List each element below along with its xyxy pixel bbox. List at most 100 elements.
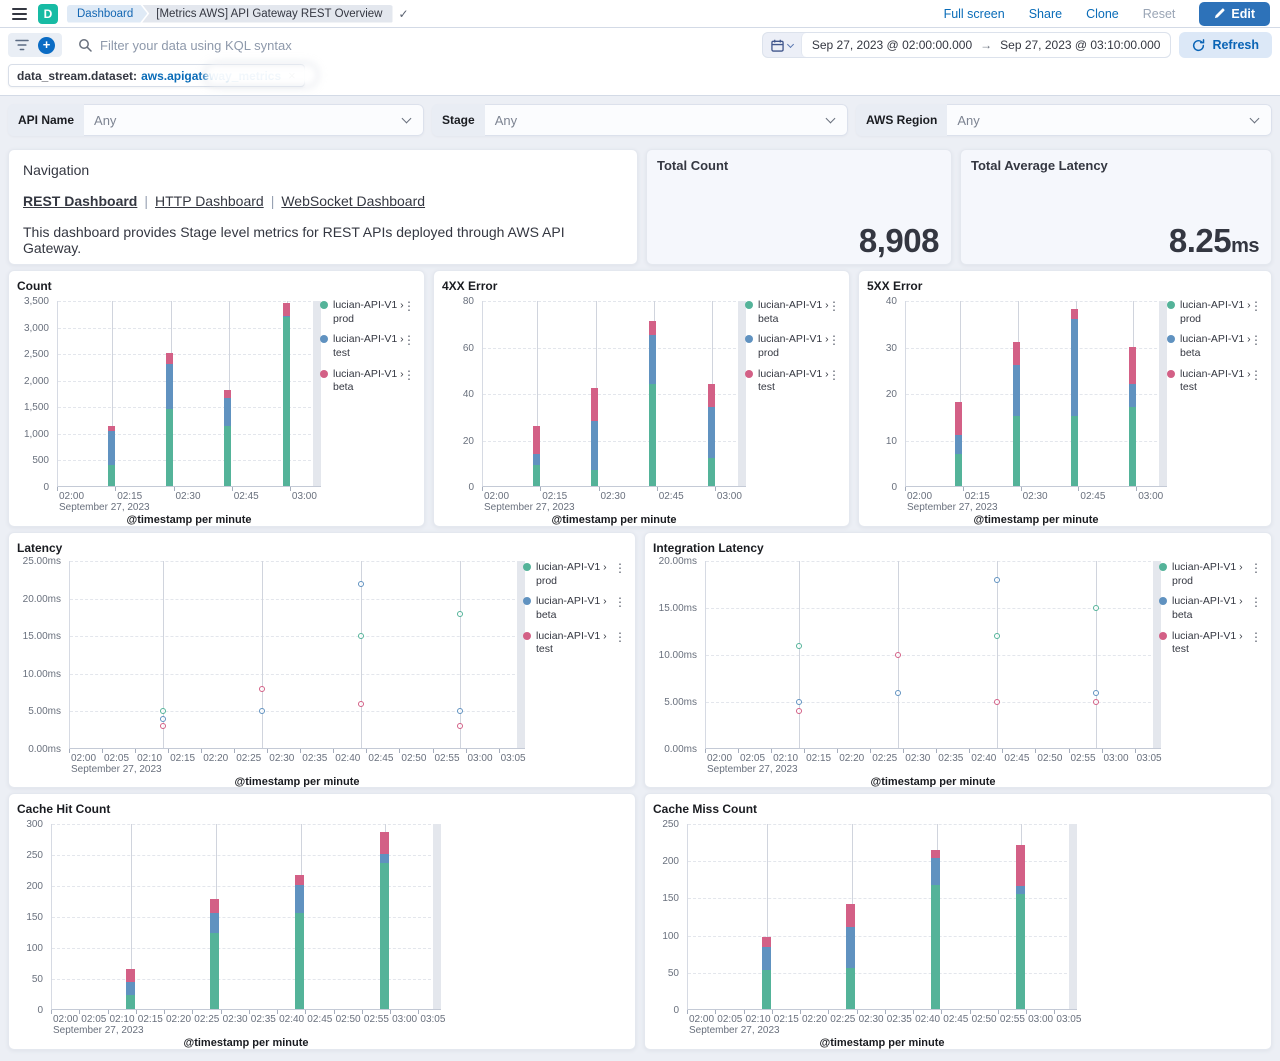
legend-item[interactable]: lucian-API-V1 › prod ⋮ (1159, 561, 1263, 588)
bar-segment[interactable] (295, 875, 305, 885)
scatter-point[interactable] (456, 708, 463, 715)
bar-segment[interactable] (1013, 416, 1021, 486)
bar-segment[interactable] (846, 904, 856, 928)
bar-segment[interactable] (532, 425, 540, 454)
scatter-point[interactable] (993, 576, 1000, 583)
bar-segment[interactable] (107, 464, 115, 486)
scatter-point[interactable] (993, 699, 1000, 705)
bar-segment[interactable] (591, 388, 599, 421)
bar-segment[interactable] (846, 968, 856, 1009)
bar-segment[interactable] (649, 334, 657, 384)
bar-segment[interactable] (591, 420, 599, 470)
legend-menu-icon[interactable]: ⋮ (614, 561, 626, 575)
bar-segment[interactable] (955, 453, 963, 486)
bar-segment[interactable] (125, 982, 135, 996)
deployment-avatar[interactable]: D (38, 3, 58, 24)
menu-icon[interactable] (10, 6, 29, 22)
bar-segment[interactable] (210, 899, 220, 913)
legend-item[interactable]: lucian-API-V1 › test ⋮ (745, 368, 841, 395)
bar-segment[interactable] (649, 321, 657, 335)
legend-menu-icon[interactable]: ⋮ (1250, 333, 1262, 348)
breadcrumb-dashboard[interactable]: Dashboard (67, 5, 147, 23)
legend-item[interactable]: lucian-API-V1 › test ⋮ (1159, 630, 1263, 657)
legend-menu-icon[interactable]: ⋮ (1250, 629, 1262, 644)
control-stage[interactable]: Stage Any (432, 104, 848, 136)
scatter-point[interactable] (258, 685, 265, 692)
kql-search-input[interactable] (100, 37, 746, 53)
bar-segment[interactable] (591, 469, 599, 486)
legend-menu-icon[interactable]: ⋮ (1250, 595, 1262, 610)
control-api-name[interactable]: API Name Any (8, 104, 424, 136)
legend-menu-icon[interactable]: ⋮ (828, 333, 840, 348)
bar-segment[interactable] (295, 885, 305, 913)
legend-item[interactable]: lucian-API-V1 › beta ⋮ (320, 368, 416, 395)
legend-menu-icon[interactable]: ⋮ (614, 595, 626, 610)
bar-segment[interactable] (210, 912, 220, 934)
bar-segment[interactable] (380, 854, 389, 863)
date-to[interactable]: Sep 27, 2023 @ 03:10:00.000 (1000, 38, 1161, 52)
bar-segment[interactable] (107, 426, 115, 432)
websocket-dashboard-link[interactable]: WebSocket Dashboard (281, 193, 426, 209)
legend-menu-icon[interactable]: ⋮ (403, 299, 415, 313)
legend-menu-icon[interactable]: ⋮ (1250, 367, 1262, 382)
legend-menu-icon[interactable]: ⋮ (1250, 299, 1262, 313)
calendar-button[interactable] (763, 33, 801, 57)
scatter-point[interactable] (894, 689, 901, 696)
bar-segment[interactable] (224, 398, 232, 426)
bar-segment[interactable] (707, 383, 715, 407)
bar-segment[interactable] (1128, 407, 1136, 486)
date-from[interactable]: Sep 27, 2023 @ 02:00:00.000 (811, 38, 973, 52)
scatter-point[interactable] (258, 708, 265, 715)
share-link[interactable]: Share (1028, 6, 1063, 21)
bar-segment[interactable] (761, 936, 771, 948)
bar-segment[interactable] (761, 970, 771, 1009)
bar-segment[interactable] (1013, 341, 1021, 366)
bar-segment[interactable] (1016, 893, 1025, 1009)
scatter-point[interactable] (795, 699, 802, 705)
edit-button[interactable]: Edit (1199, 1, 1270, 26)
bar-segment[interactable] (846, 927, 856, 969)
bar-segment[interactable] (931, 884, 941, 1009)
scatter-point[interactable] (357, 700, 364, 707)
bar-segment[interactable] (761, 947, 771, 971)
scatter-point[interactable] (357, 580, 364, 587)
bar-segment[interactable] (1128, 346, 1136, 384)
bar-segment[interactable] (210, 933, 220, 1009)
legend-menu-icon[interactable]: ⋮ (614, 629, 626, 644)
add-filter-icon[interactable]: + (38, 36, 55, 54)
legend-menu-icon[interactable]: ⋮ (403, 367, 415, 382)
bar-segment[interactable] (532, 465, 540, 486)
scatter-point[interactable] (1092, 699, 1099, 705)
bar-segment[interactable] (955, 402, 963, 435)
full-screen-link[interactable]: Full screen (943, 6, 1005, 21)
legend-item[interactable]: lucian-API-V1 › beta ⋮ (745, 299, 841, 326)
bar-segment[interactable] (707, 458, 715, 486)
scatter-point[interactable] (456, 610, 463, 617)
bar-segment[interactable] (1016, 845, 1025, 887)
bar-segment[interactable] (166, 363, 174, 409)
legend-item[interactable]: lucian-API-V1 › beta ⋮ (523, 595, 627, 622)
bar-segment[interactable] (224, 390, 232, 399)
bar-segment[interactable] (1071, 416, 1078, 486)
bar-segment[interactable] (1128, 383, 1136, 407)
legend-item[interactable]: lucian-API-V1 › beta ⋮ (1167, 333, 1263, 360)
scatter-point[interactable] (159, 708, 166, 715)
legend-item[interactable]: lucian-API-V1 › test ⋮ (320, 333, 416, 360)
bar-segment[interactable] (282, 302, 290, 316)
bar-segment[interactable] (649, 383, 657, 486)
scatter-point[interactable] (159, 715, 166, 722)
bar-segment[interactable] (532, 453, 540, 466)
bar-segment[interactable] (282, 315, 290, 317)
clone-link[interactable]: Clone (1086, 6, 1119, 21)
scatter-point[interactable] (1092, 689, 1099, 696)
legend-item[interactable]: lucian-API-V1 › prod ⋮ (745, 333, 841, 360)
scatter-point[interactable] (456, 723, 463, 730)
legend-item[interactable]: lucian-API-V1 › prod ⋮ (1167, 299, 1263, 326)
bar-segment[interactable] (224, 425, 232, 486)
filter-icon[interactable] (15, 39, 29, 51)
bar-segment[interactable] (955, 434, 963, 454)
bar-segment[interactable] (125, 969, 135, 983)
scatter-point[interactable] (357, 633, 364, 640)
scatter-point[interactable] (1092, 605, 1099, 611)
scatter-point[interactable] (993, 633, 1000, 640)
